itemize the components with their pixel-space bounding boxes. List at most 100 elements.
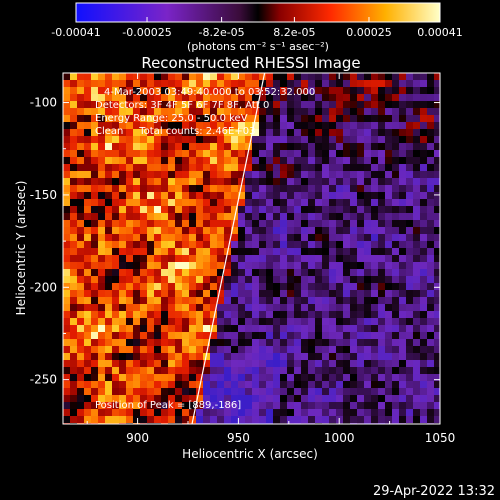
heatmap-cell (168, 262, 176, 270)
heatmap-cell (210, 395, 218, 403)
heatmap-cell (217, 199, 225, 207)
heatmap-cell (350, 318, 358, 326)
heatmap-cell (98, 346, 106, 354)
heatmap-cell (378, 101, 386, 109)
heatmap-cell (77, 416, 85, 424)
heatmap-cell (266, 297, 274, 305)
heatmap-cell (294, 402, 302, 410)
heatmap-cell (98, 241, 106, 249)
heatmap-cell (154, 367, 162, 375)
heatmap-cell (126, 80, 134, 88)
heatmap-cell (70, 346, 78, 354)
heatmap-cell (266, 353, 274, 361)
heatmap-cell (217, 94, 225, 102)
heatmap-cell (147, 409, 155, 417)
heatmap-cell (245, 304, 253, 312)
heatmap-cell (245, 416, 253, 424)
heatmap-cell (259, 115, 267, 123)
heatmap-cell (140, 73, 148, 81)
heatmap-cell (231, 157, 239, 165)
heatmap-cell (154, 339, 162, 347)
heatmap-cell (196, 234, 204, 242)
heatmap-cell (301, 136, 309, 144)
heatmap-cell (175, 395, 183, 403)
heatmap-cell (182, 367, 190, 375)
heatmap-cell (301, 171, 309, 179)
heatmap-cell (287, 73, 295, 81)
heatmap-cell (84, 101, 92, 109)
heatmap-cell (63, 199, 71, 207)
heatmap-cell (168, 353, 176, 361)
heatmap-cell (371, 409, 379, 417)
heatmap-cell (315, 129, 323, 137)
heatmap-cell (294, 220, 302, 228)
heatmap-cell (301, 416, 309, 424)
heatmap-cell (287, 255, 295, 263)
heatmap-cell (231, 283, 239, 291)
heatmap-cell (294, 73, 302, 81)
heatmap-cell (273, 94, 281, 102)
heatmap-cell (140, 94, 148, 102)
heatmap-cell (420, 227, 428, 235)
heatmap-cell (140, 367, 148, 375)
heatmap-cell (385, 220, 393, 228)
heatmap-cell (161, 164, 169, 172)
heatmap-cell (189, 129, 197, 137)
heatmap-cell (301, 388, 309, 396)
heatmap-cell (182, 234, 190, 242)
heatmap-cell (308, 346, 316, 354)
heatmap-cell (315, 87, 323, 95)
heatmap-cell (252, 367, 260, 375)
heatmap-cell (392, 178, 400, 186)
heatmap-cell (322, 164, 330, 172)
heatmap-cell (231, 353, 239, 361)
heatmap-cell (126, 150, 134, 158)
heatmap-cell (350, 248, 358, 256)
heatmap-cell (343, 360, 351, 368)
heatmap-cell (378, 143, 386, 151)
heatmap-cell (287, 227, 295, 235)
heatmap-cell (336, 269, 344, 277)
heatmap-cell (77, 150, 85, 158)
heatmap-cell (413, 129, 421, 137)
heatmap-cell (70, 269, 78, 277)
heatmap-cell (224, 206, 232, 214)
heatmap-cell (161, 325, 169, 333)
heatmap-cell (434, 276, 440, 284)
heatmap-cell (350, 339, 358, 347)
heatmap-cell (231, 374, 239, 382)
heatmap-cell (84, 199, 92, 207)
heatmap-cell (182, 262, 190, 270)
heatmap-cell (147, 122, 155, 130)
heatmap-cell (329, 213, 337, 221)
heatmap-cell (385, 339, 393, 347)
heatmap-cell (203, 402, 211, 410)
heatmap-cell (238, 402, 246, 410)
heatmap-cell (336, 402, 344, 410)
heatmap-cell (280, 171, 288, 179)
heatmap-cell (308, 234, 316, 242)
heatmap-cell (210, 143, 218, 151)
heatmap-cell (378, 248, 386, 256)
heatmap-cell (259, 171, 267, 179)
heatmap-cell (147, 164, 155, 172)
heatmap-cell (399, 122, 407, 130)
heatmap-cell (399, 178, 407, 186)
heatmap-cell (259, 283, 267, 291)
heatmap-cell (133, 241, 141, 249)
heatmap-cell (175, 262, 183, 270)
heatmap-cell (217, 220, 225, 228)
heatmap-cell (98, 108, 106, 116)
heatmap-cell (161, 304, 169, 312)
heatmap-cell (182, 381, 190, 389)
heatmap-cell (175, 143, 183, 151)
heatmap-cell (217, 409, 225, 417)
heatmap-cell (189, 206, 197, 214)
heatmap-cell (259, 346, 267, 354)
heatmap-cell (406, 192, 414, 200)
heatmap-cell (238, 304, 246, 312)
heatmap-cell (168, 157, 176, 165)
heatmap-cell (266, 178, 274, 186)
heatmap-cell (147, 325, 155, 333)
heatmap-cell (294, 122, 302, 130)
